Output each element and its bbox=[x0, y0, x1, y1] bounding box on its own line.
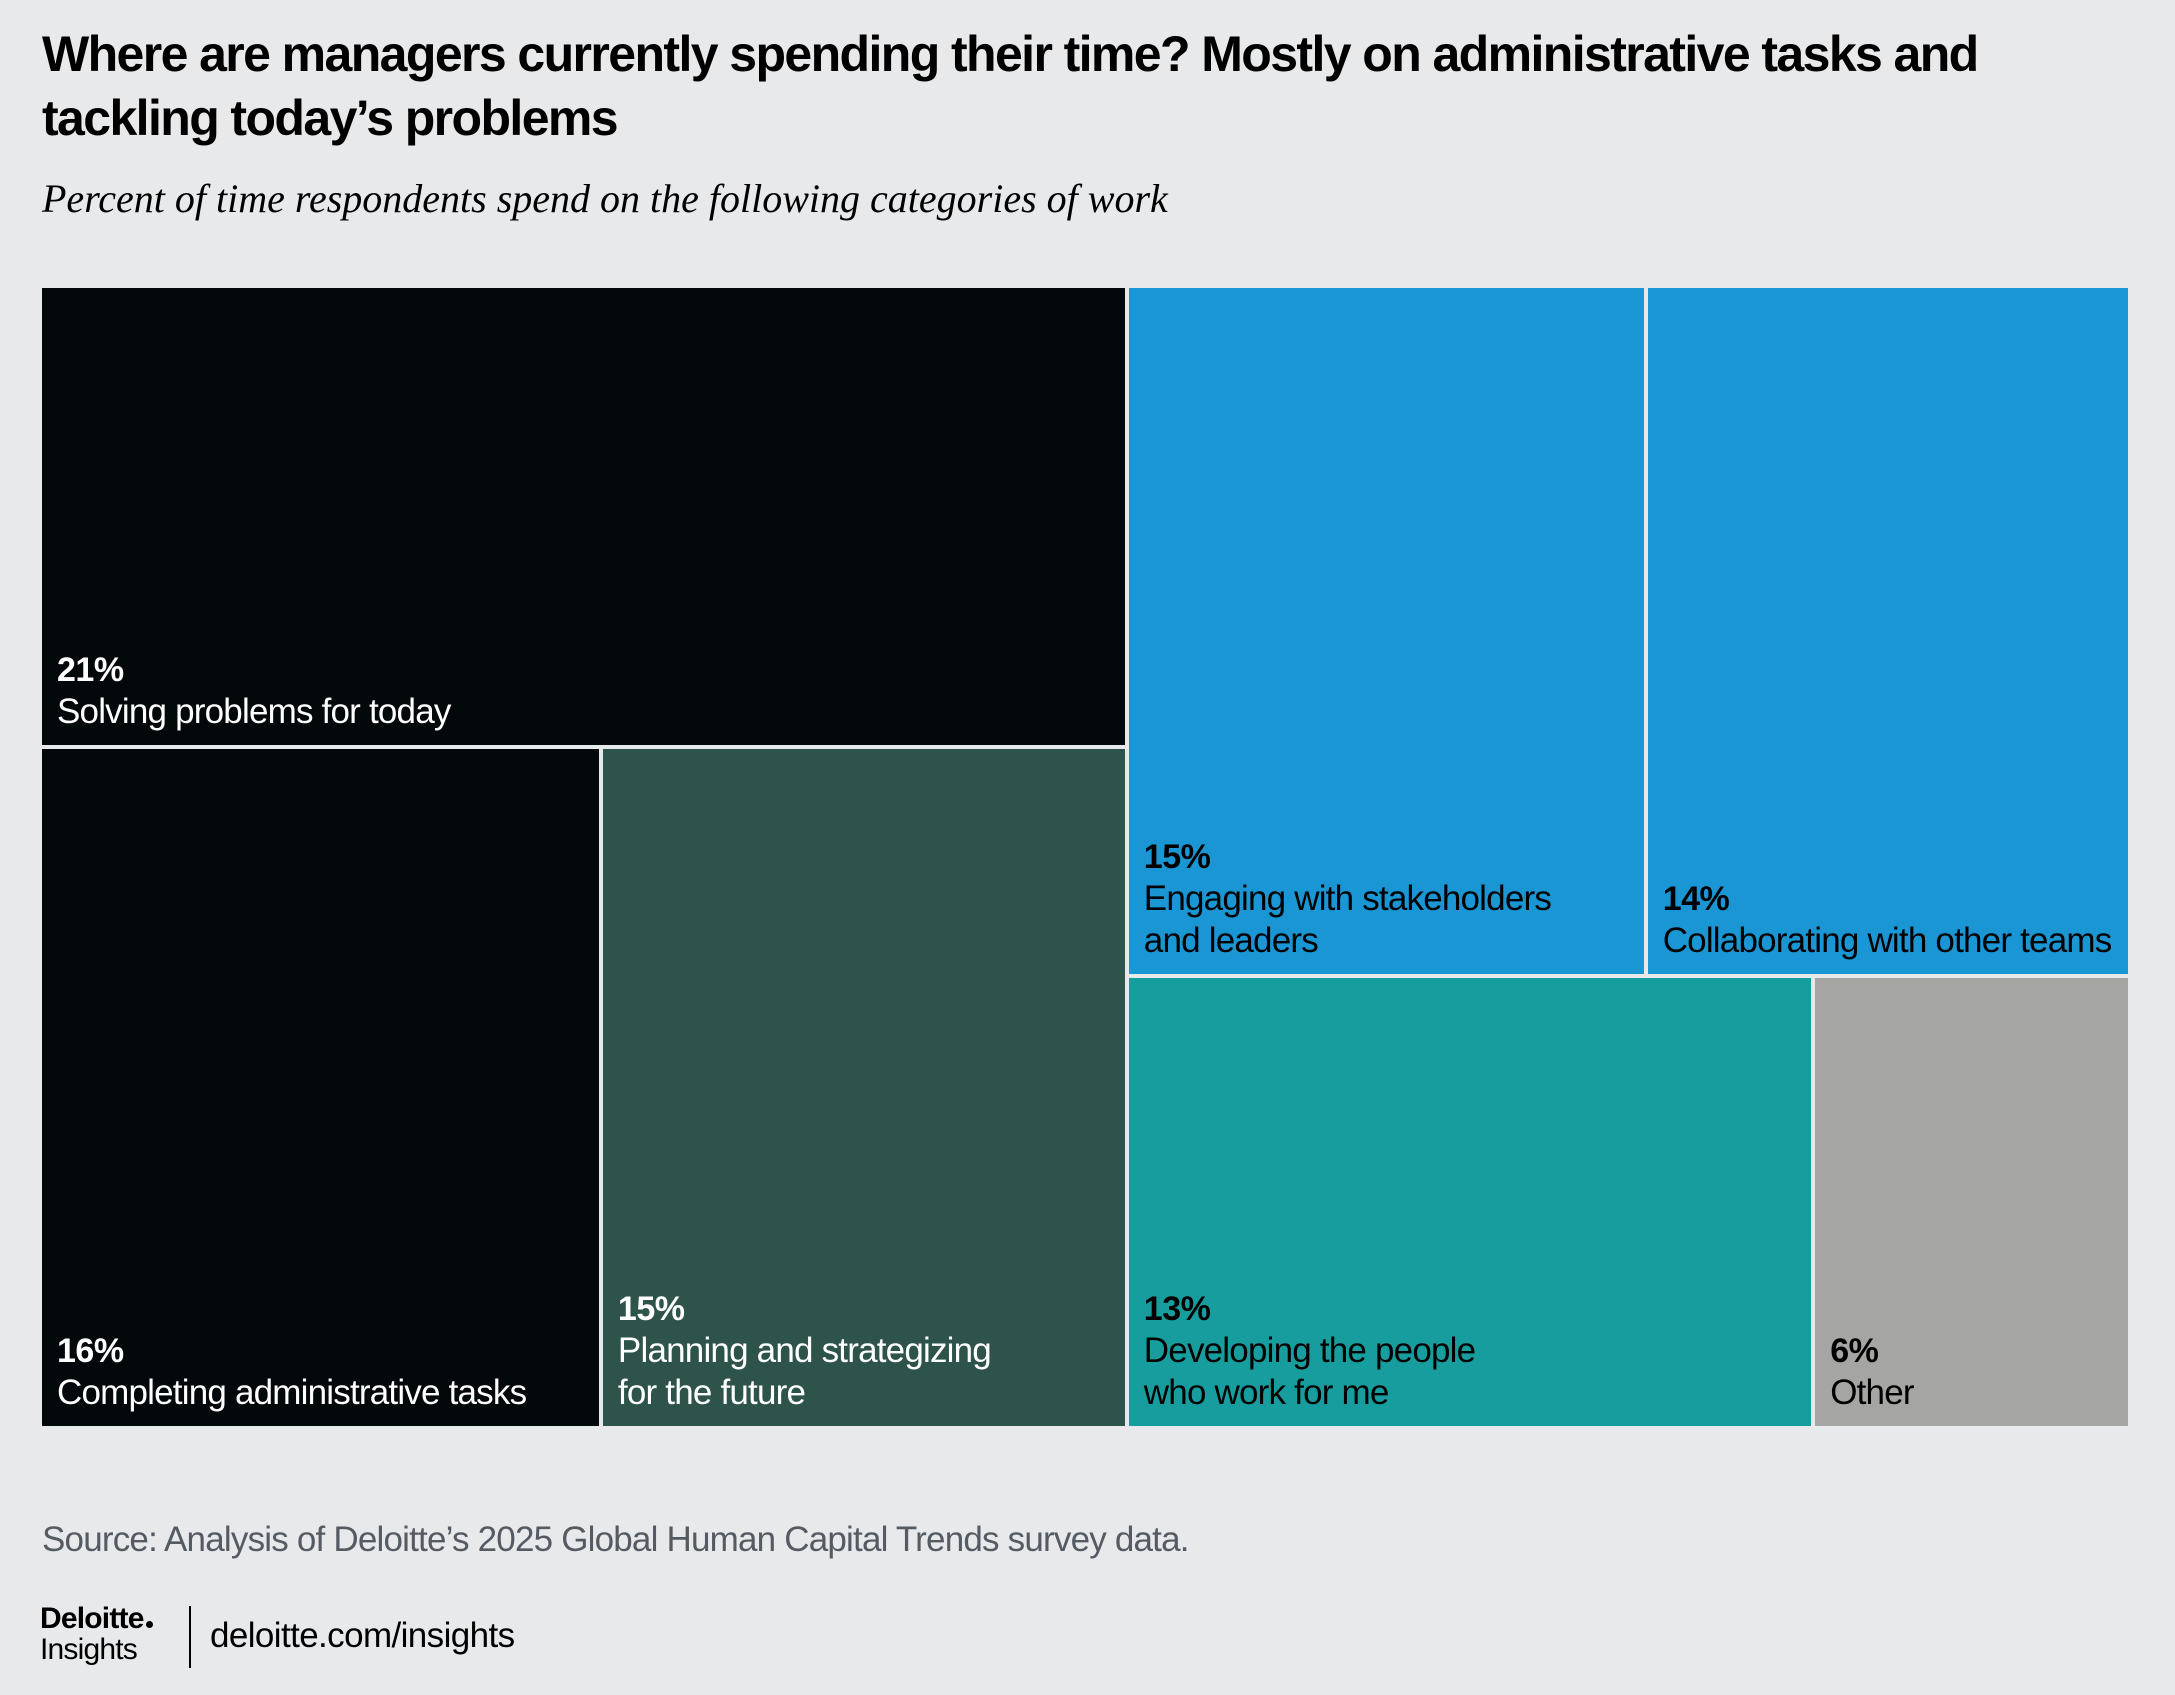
footer-url: deloitte.com/insights bbox=[210, 1616, 515, 1655]
logo-brand-text: Deloitte bbox=[40, 1602, 144, 1635]
tile-category-label: Solving problems for today bbox=[57, 692, 451, 732]
tile-label: 21% Solving problems for today bbox=[57, 649, 451, 733]
tile-label: 15% Engaging with stakeholders and leader… bbox=[1143, 836, 1552, 962]
treemap-tile: 13% Developing the people who work for me bbox=[1128, 977, 1812, 1426]
tile-category-label: Planning and strategizing for the future bbox=[617, 1330, 992, 1412]
treemap-tile: 15% Planning and strategizing for the fut… bbox=[602, 749, 1125, 1426]
logo-sub: Insights bbox=[40, 1633, 138, 1666]
tile-category-label: Engaging with stakeholders and leaders bbox=[1143, 878, 1552, 960]
treemap-tile: 21% Solving problems for today bbox=[42, 288, 1125, 746]
tile-label: 6% Other bbox=[1830, 1330, 1914, 1414]
deloitte-insights-logo: Deloitte Insights bbox=[40, 1604, 153, 1666]
tile-category-label: Developing the people who work for me bbox=[1143, 1330, 1476, 1412]
footer-divider bbox=[189, 1606, 191, 1668]
tile-label: 16% Completing administrative tasks bbox=[57, 1330, 527, 1414]
tile-value-label: 13% bbox=[1143, 1289, 1211, 1328]
treemap-tile: 14% Collaborating with other teams bbox=[1647, 288, 2128, 974]
treemap-tile: 6% Other bbox=[1815, 977, 2128, 1426]
tile-value-label: 6% bbox=[1830, 1331, 1879, 1370]
source-note: Source: Analysis of Deloitte’s 2025 Glob… bbox=[42, 1520, 1190, 1559]
tile-value-label: 15% bbox=[617, 1289, 685, 1328]
tile-label: 15% Planning and strategizing for the fut… bbox=[617, 1288, 992, 1414]
tile-value-label: 14% bbox=[1662, 879, 1730, 918]
treemap-tile: 15% Engaging with stakeholders and leader… bbox=[1128, 288, 1644, 974]
tile-label: 14% Collaborating with other teams bbox=[1662, 878, 2113, 962]
treemap-tile: 16% Completing administrative tasks bbox=[42, 749, 599, 1426]
tile-label: 13% Developing the people who work for me bbox=[1144, 1288, 1476, 1414]
tile-category-label: Other bbox=[1830, 1372, 1914, 1412]
chart-title: Where are managers currently spending th… bbox=[42, 26, 1979, 146]
logo-brand: Deloitte bbox=[40, 1604, 153, 1634]
tile-value-label: 15% bbox=[1143, 837, 1211, 876]
tile-category-label: Completing administrative tasks bbox=[57, 1372, 527, 1412]
tile-value-label: 21% bbox=[57, 651, 124, 690]
tile-value-label: 16% bbox=[57, 1331, 124, 1370]
logo-dot-icon bbox=[145, 1621, 153, 1628]
chart-subtitle: Percent of time respondents spend on the… bbox=[42, 176, 1168, 221]
tile-category-label: Collaborating with other teams bbox=[1662, 920, 2113, 960]
